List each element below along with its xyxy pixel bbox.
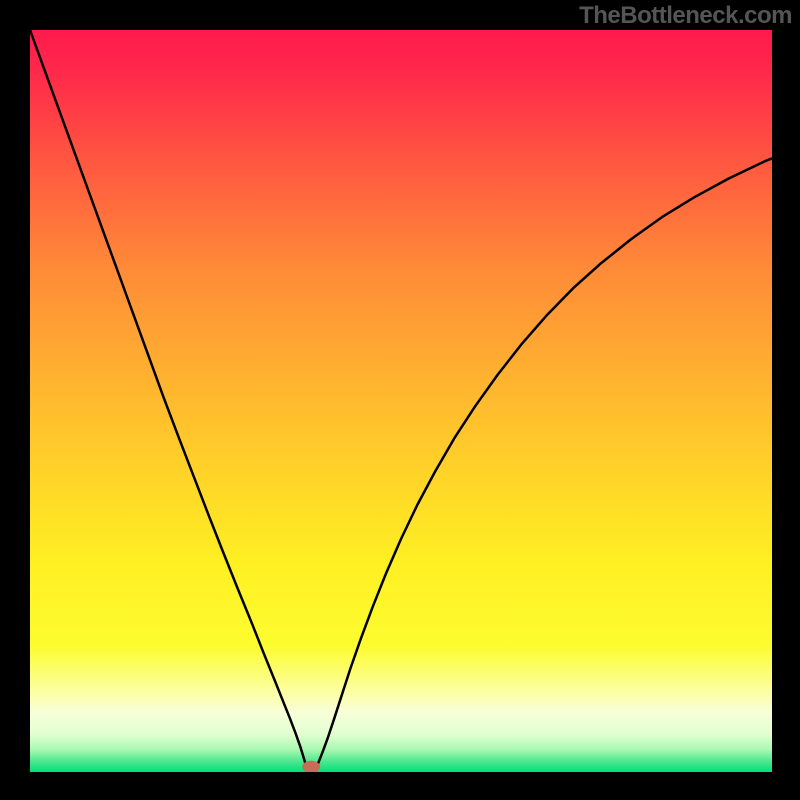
chart-svg [30,30,772,772]
chart-frame: TheBottleneck.com [0,0,800,800]
plot-area [30,30,772,772]
watermark-text: TheBottleneck.com [579,2,792,30]
gradient-background-rect [30,30,772,772]
